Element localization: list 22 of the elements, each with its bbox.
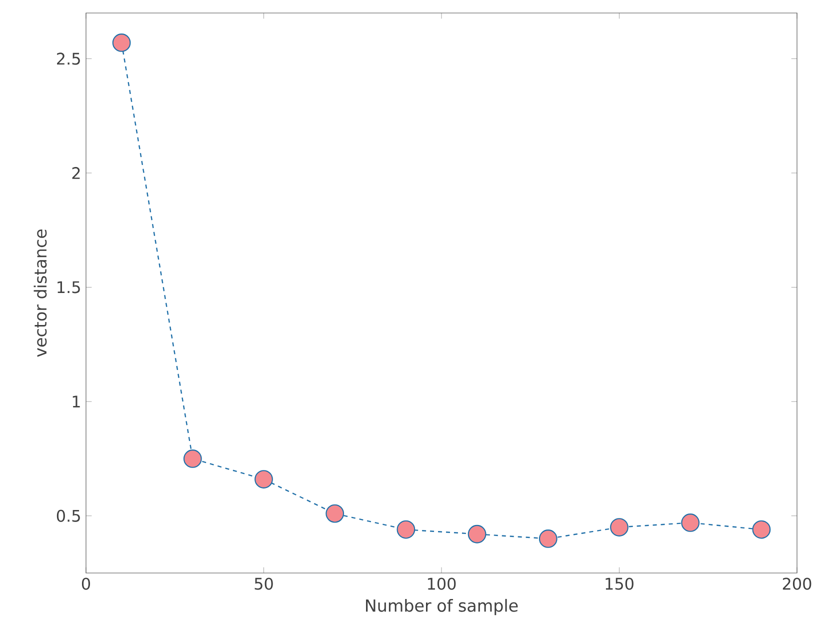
point — [326, 504, 344, 523]
point — [254, 470, 273, 488]
x-tick-label: 50 — [254, 578, 273, 590]
point — [610, 518, 628, 536]
x-axis-title: Number of sample — [366, 598, 518, 616]
y-tick-label: 0.5 — [56, 510, 80, 522]
point — [183, 450, 202, 468]
point — [752, 520, 771, 539]
y-tick-label: 2.5 — [57, 52, 80, 65]
y-tick-label: 2 — [72, 167, 80, 179]
x-tick-label: 200 — [782, 578, 812, 590]
x-tick-label: 150 — [606, 578, 634, 590]
x-tick-label: 100 — [428, 578, 456, 590]
point — [538, 530, 558, 548]
y-axis-title: vector distance — [34, 229, 47, 357]
point — [112, 34, 131, 52]
point — [396, 520, 416, 539]
point — [681, 513, 700, 532]
point — [468, 524, 486, 544]
x-tick-label: 0 — [82, 578, 90, 590]
y-tick-label: 1 — [72, 396, 80, 408]
y-tick-label: 1.5 — [58, 281, 80, 294]
